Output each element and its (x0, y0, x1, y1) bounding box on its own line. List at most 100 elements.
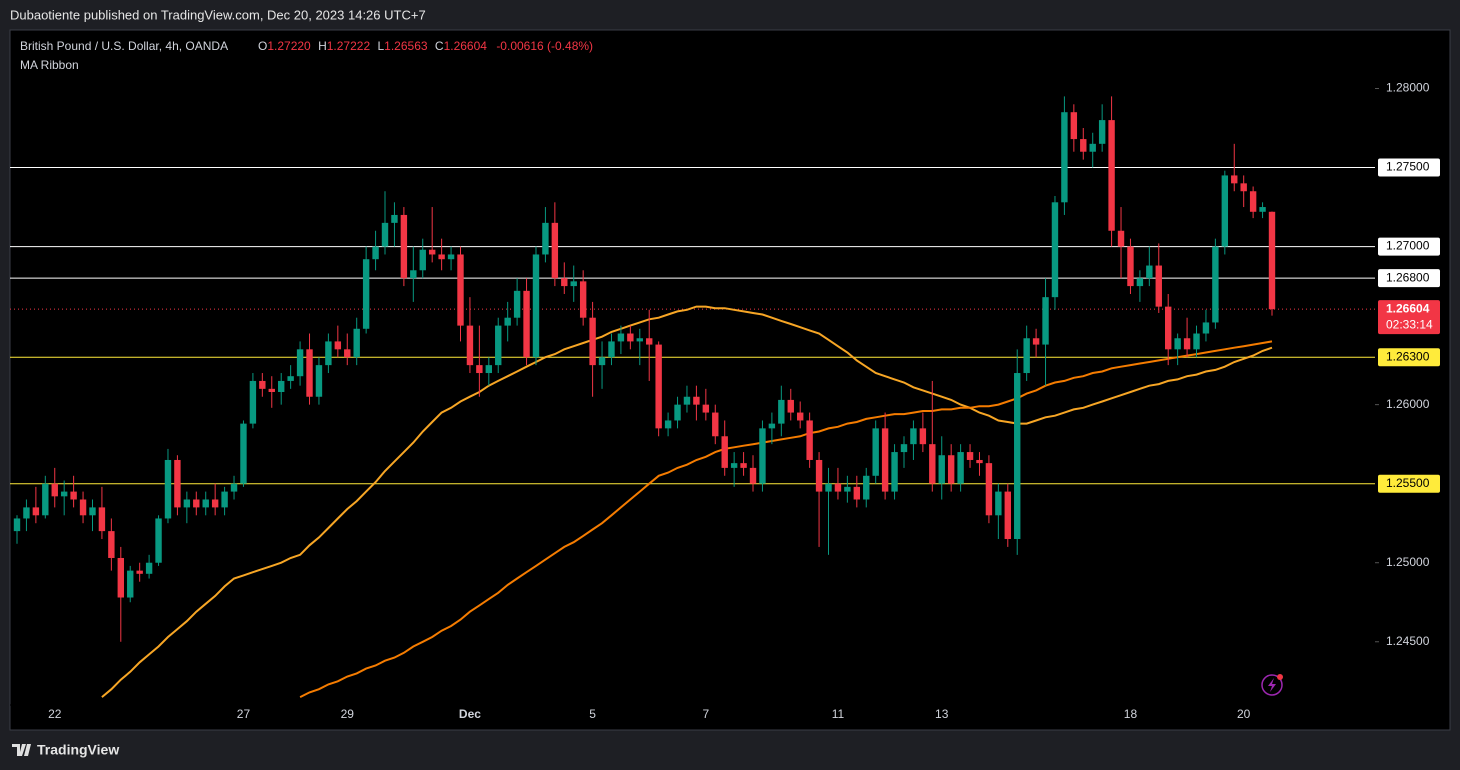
candle-body (513, 290, 521, 318)
candle-body (598, 357, 606, 366)
candle-body (410, 270, 417, 279)
candle-body (1061, 112, 1068, 203)
candle-body (372, 246, 379, 260)
candle-body (1032, 338, 1040, 345)
candle-body (1042, 297, 1049, 345)
candle-body (306, 349, 313, 397)
candle-body (1268, 211, 1276, 310)
c-value: 1.26604 (444, 39, 488, 53)
candle-body (570, 281, 577, 287)
candle-body (1117, 230, 1125, 247)
candle-body (627, 333, 634, 342)
candle-body (89, 507, 96, 516)
candle-body (13, 518, 21, 532)
candle-body (655, 344, 662, 429)
candle-body (344, 349, 351, 358)
candle-body (721, 436, 728, 468)
candle-body (1136, 278, 1144, 287)
candle-body (872, 428, 879, 476)
candle-body (400, 214, 408, 279)
candle-body (523, 290, 530, 358)
ohlc: O1.27220 H1.27222 L1.26563 C1.26604 -0.0… (258, 39, 593, 53)
published-line: Dubaotiente published on TradingView.com… (10, 7, 426, 22)
candle-body (164, 459, 172, 519)
candle-body (108, 531, 115, 558)
candle-body (136, 570, 143, 574)
legend: British Pound / U.S. Dollar, 4h, OANDA O… (20, 39, 593, 72)
candle-body (466, 325, 474, 366)
candle-body (985, 463, 993, 516)
candle-body (155, 518, 162, 563)
candle-body (957, 452, 964, 484)
level-label-box (1378, 237, 1440, 256)
candle-body (70, 491, 77, 500)
candle-body (428, 249, 436, 255)
lightning-icon (1261, 674, 1283, 696)
candle-body (1240, 183, 1247, 192)
candle-body (287, 376, 294, 381)
candle-body (1080, 139, 1087, 152)
candle-body (457, 254, 464, 326)
candle-body (995, 491, 1002, 516)
candle-body (768, 423, 776, 429)
footer-logo: TradingView (12, 742, 119, 758)
candle-body (1146, 265, 1153, 279)
last-price-box (1378, 300, 1440, 335)
candle-body (268, 388, 275, 393)
candle-body (787, 399, 794, 413)
symbol: British Pound / U.S. Dollar, 4h, OANDA (20, 39, 228, 53)
candle-body (636, 338, 643, 342)
candle-body (32, 507, 40, 516)
candle-body (1212, 246, 1219, 323)
candle-body (1108, 120, 1115, 231)
candle-body (1089, 143, 1096, 152)
candle-body (674, 404, 681, 421)
candle-body (485, 365, 493, 374)
candle-body (278, 380, 285, 393)
candle-body (825, 483, 832, 492)
o-value: 1.27220 (267, 39, 311, 53)
x-tick-label: 18 (1124, 707, 1138, 721)
candle-body (1155, 265, 1162, 307)
candle-body (183, 499, 191, 508)
candle-body (1165, 306, 1172, 350)
candle-body (79, 499, 87, 516)
candle-body (702, 404, 710, 413)
change: -0.00616 (-0.48%) (496, 39, 593, 53)
candle-body (1004, 491, 1011, 540)
candle-body (117, 557, 124, 598)
candle-body (42, 483, 49, 516)
candle-body (296, 349, 304, 377)
candle-body (1231, 175, 1238, 184)
candle-body (1221, 175, 1229, 247)
x-tick-label: 27 (237, 707, 251, 721)
candle-body (853, 486, 861, 500)
candle-body (202, 499, 209, 508)
x-tick-label: 20 (1237, 707, 1251, 721)
candle-body (740, 463, 747, 468)
x-tick-label: 22 (48, 707, 62, 721)
candle-body (391, 214, 398, 223)
y-tick-label: 1.24500 (1386, 634, 1430, 648)
candle-body (504, 317, 511, 326)
candle-body (900, 444, 908, 453)
candle-body (325, 341, 332, 366)
ma-line (299, 340, 1273, 698)
candle-body (712, 412, 719, 437)
candle-body (221, 491, 228, 508)
level-label: 1.27500 (1386, 160, 1430, 174)
candle-body (1098, 120, 1106, 144)
candle-body (60, 491, 68, 497)
candle-body (193, 499, 200, 508)
candle-body (834, 483, 842, 492)
candle-body (438, 254, 445, 260)
candle-body (240, 423, 247, 484)
candle-body (1249, 191, 1257, 212)
x-tick-label: Dec (459, 707, 481, 721)
candle-body (174, 459, 181, 508)
candle-body (910, 428, 917, 445)
candle-body (259, 380, 266, 389)
candle-body (579, 281, 587, 318)
